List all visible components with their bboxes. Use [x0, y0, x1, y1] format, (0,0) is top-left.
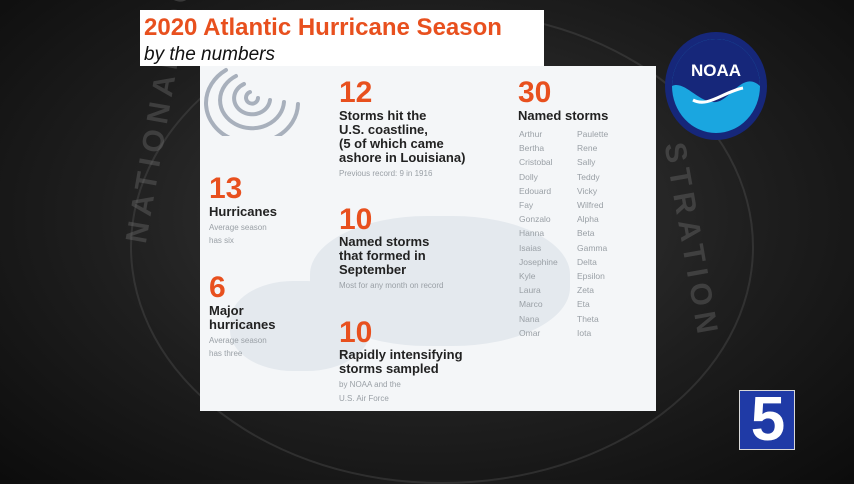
named-storms-label: Named storms	[518, 108, 609, 123]
us-landfalls-line-1: Storms hit the	[339, 108, 427, 123]
hurricanes-label: Hurricanes	[209, 204, 277, 219]
storm-name: Teddy	[577, 171, 600, 182]
noaa-logo-label: NOAA	[691, 61, 741, 80]
storm-name: Edouard	[519, 185, 552, 196]
september-storms-line-3: September	[339, 262, 407, 277]
storm-name: Vicky	[577, 185, 598, 196]
storm-name: Beta	[577, 228, 595, 239]
storm-name: Josephine	[519, 256, 558, 267]
channel-number: 5	[750, 385, 786, 454]
september-storms-line-1: Named storms	[339, 234, 430, 249]
september-storms-note: Most for any month on record	[339, 281, 444, 290]
us-landfalls-note: Previous record: 9 in 1916	[339, 169, 433, 178]
stats-card: 12 Storms hit the U.S. coastline, (5 of …	[200, 66, 656, 411]
named-storms-number: 30	[518, 76, 552, 109]
storm-name: Bertha	[519, 143, 545, 154]
storm-name: Omar	[519, 327, 541, 338]
graphic-title: 2020 Atlantic Hurricane Season	[144, 14, 502, 41]
storm-name: Iota	[577, 327, 592, 338]
storm-name: Zeta	[577, 285, 595, 296]
storm-name: Wilfred	[577, 200, 604, 210]
rapid-intensifying-note-1: by NOAA and the	[339, 380, 401, 389]
hurricanes-note-2: has six	[209, 236, 234, 245]
storm-name: Rene	[577, 143, 598, 154]
storm-name: Nana	[519, 313, 540, 324]
us-landfalls-line-2: U.S. coastline,	[339, 122, 428, 137]
us-landfalls-line-3: (5 of which came	[339, 136, 444, 151]
storm-name: Theta	[577, 313, 599, 324]
storm-name: Dolly	[519, 171, 538, 182]
rapid-intensifying-note-2: U.S. Air Force	[339, 394, 389, 403]
storm-name: Delta	[577, 256, 597, 267]
storm-name: Arthur	[519, 129, 543, 139]
rapid-intensifying-line-2: storms sampled	[339, 361, 439, 376]
storm-name: Fay	[519, 200, 534, 210]
storm-name: Eta	[577, 299, 590, 310]
storm-name: Alpha	[577, 214, 599, 225]
storm-name: Gamma	[577, 242, 608, 253]
storm-name: Gonzalo	[519, 214, 551, 225]
us-landfalls-line-4: ashore in Louisiana)	[339, 150, 466, 165]
major-hurricanes-note-1: Average season	[209, 336, 267, 345]
storm-name: Paulette	[577, 129, 609, 139]
graphic-title-banner: 2020 Atlantic Hurricane Season by the nu…	[140, 10, 544, 66]
storm-name: Kyle	[519, 271, 536, 281]
us-landfalls-number: 12	[339, 76, 373, 109]
channel-5-logo: 5	[739, 385, 795, 454]
storm-name: Isaias	[519, 242, 542, 253]
rapid-intensifying-line-1: Rapidly intensifying	[339, 347, 463, 362]
noaa-logo: NOAA	[665, 32, 767, 140]
storm-name: Hanna	[519, 228, 545, 239]
storm-name: Epsilon	[577, 271, 605, 281]
september-storms-line-2: that formed in	[339, 248, 426, 263]
mexico-map-shape	[230, 281, 370, 371]
hurricane-swirl-icon	[204, 68, 300, 136]
major-hurricanes-note-2: has three	[209, 349, 243, 358]
september-storms-number: 10	[339, 203, 373, 236]
storm-name: Sally	[577, 157, 596, 168]
hurricanes-note-1: Average season	[209, 223, 267, 232]
hurricanes-number: 13	[209, 172, 243, 205]
major-hurricanes-line-2: hurricanes	[209, 317, 276, 332]
storm-name: Marco	[519, 299, 543, 310]
rapid-intensifying-number: 10	[339, 316, 373, 349]
major-hurricanes-number: 6	[209, 271, 226, 304]
graphic-subtitle: by the numbers	[144, 44, 275, 65]
storm-name: Cristobal	[519, 157, 553, 168]
major-hurricanes-line-1: Major	[209, 303, 244, 318]
storm-name: Laura	[519, 285, 541, 296]
